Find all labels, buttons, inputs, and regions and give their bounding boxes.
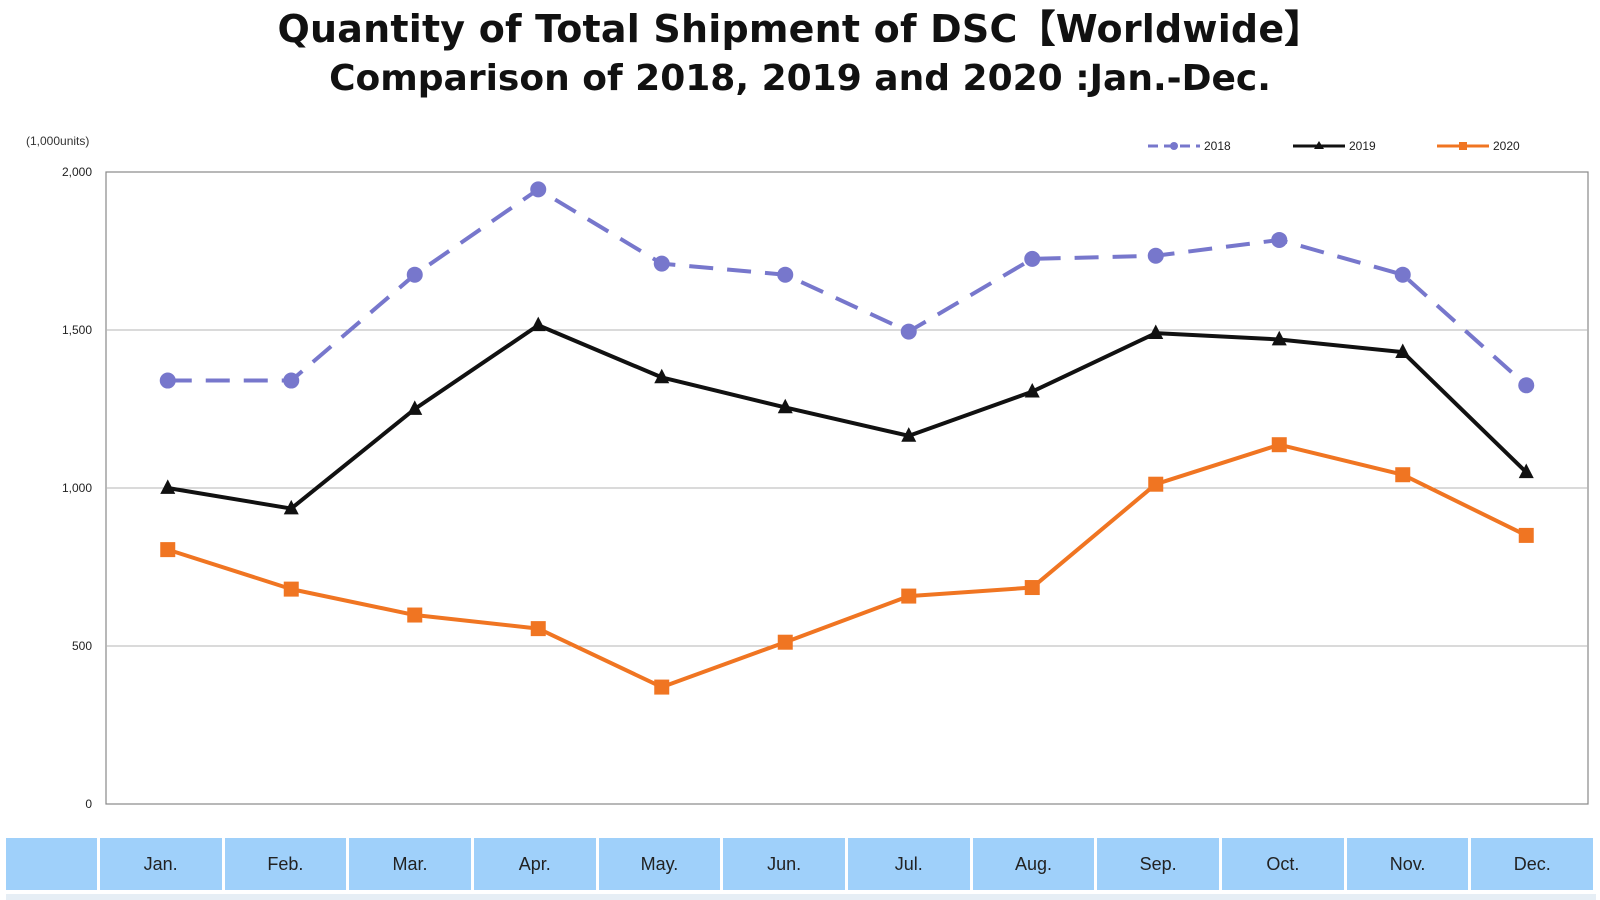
data-point-2019 bbox=[407, 400, 423, 415]
data-point-2019 bbox=[530, 316, 546, 332]
data-point-2020 bbox=[1271, 437, 1287, 453]
month-header-cell: Feb. bbox=[224, 838, 347, 890]
data-point-2018 bbox=[1394, 266, 1411, 283]
table-row-strip bbox=[6, 894, 1596, 900]
data-point-2020 bbox=[1395, 467, 1411, 483]
data-point-2019 bbox=[1395, 343, 1411, 358]
month-header-cell: Mar. bbox=[349, 838, 471, 890]
data-point-2020 bbox=[777, 634, 793, 650]
legend-marker-2019 bbox=[1314, 141, 1324, 149]
data-point-2019 bbox=[1024, 382, 1040, 398]
data-point-2019 bbox=[654, 368, 670, 384]
month-header-cell: May. bbox=[598, 838, 721, 890]
data-point-2020 bbox=[654, 679, 670, 695]
y-tick-label: 2,000 bbox=[62, 165, 92, 179]
month-header-cell: Nov. bbox=[1346, 838, 1469, 890]
month-header-cell: Oct. bbox=[1222, 838, 1344, 890]
legend-label-2018: 2018 bbox=[1204, 139, 1231, 153]
data-point-2019 bbox=[901, 427, 917, 442]
data-point-2018 bbox=[900, 323, 917, 340]
data-point-2019 bbox=[1148, 324, 1164, 340]
data-point-2018 bbox=[530, 181, 547, 198]
data-point-2020 bbox=[283, 581, 299, 597]
data-point-2019 bbox=[1518, 463, 1534, 479]
data-point-2018 bbox=[1024, 250, 1041, 267]
month-header-cell: Apr. bbox=[473, 838, 596, 890]
data-point-2019 bbox=[777, 398, 793, 414]
month-table: Jan. Feb. Mar. Apr. May. Jun. Jul. Aug. Sep. Oct.… bbox=[6, 838, 1596, 900]
chart-title: Quantity of Total Shipment of DSC【Worldw… bbox=[0, 4, 1600, 104]
y-tick-label: 500 bbox=[72, 639, 92, 653]
line-chart: 0 500 1,000 1,500 2,000 2018 2019 2020 bbox=[62, 139, 1589, 811]
legend-label-2019: 2019 bbox=[1349, 139, 1376, 153]
table-corner-cell bbox=[6, 838, 97, 890]
series-line-2019 bbox=[167, 323, 1528, 511]
y-tick-label: 0 bbox=[85, 797, 92, 811]
data-point-2018 bbox=[1147, 247, 1164, 264]
data-point-2018 bbox=[1271, 231, 1288, 248]
data-point-2019 bbox=[1271, 330, 1287, 346]
data-point-2019 bbox=[160, 479, 176, 494]
data-point-2020 bbox=[160, 542, 176, 558]
y-tick-label: 1,000 bbox=[62, 481, 92, 495]
data-point-2020 bbox=[1148, 476, 1164, 492]
data-point-2019 bbox=[283, 499, 299, 515]
data-point-2020 bbox=[407, 607, 423, 623]
y-axis-unit-label: (1,000units) bbox=[26, 134, 90, 148]
data-point-2018 bbox=[777, 266, 794, 283]
data-point-2020 bbox=[1518, 527, 1534, 543]
chart-title-line-2: Comparison of 2018, 2019 and 2020 :Jan.-… bbox=[329, 58, 1271, 99]
data-point-2018 bbox=[406, 266, 423, 283]
data-point-2018 bbox=[159, 372, 176, 389]
month-header-cell: Dec. bbox=[1471, 838, 1594, 890]
legend-marker-2018 bbox=[1170, 142, 1178, 150]
series-line-2020 bbox=[167, 442, 1528, 690]
month-header-cell: Sep. bbox=[1097, 838, 1220, 890]
series-line-2018 bbox=[167, 187, 1528, 387]
data-point-2020 bbox=[530, 621, 546, 637]
month-header-cell: Jul. bbox=[847, 838, 970, 890]
chart-title-line-1: Quantity of Total Shipment of DSC【Worldw… bbox=[277, 7, 1323, 51]
data-point-2018 bbox=[1518, 377, 1535, 394]
y-tick-label: 1,500 bbox=[62, 323, 92, 337]
data-point-2018 bbox=[653, 255, 670, 272]
month-header-cell: Jun. bbox=[723, 838, 845, 890]
month-header-cell: Jan. bbox=[99, 838, 222, 890]
data-point-2018 bbox=[283, 372, 300, 389]
data-point-2020 bbox=[1024, 580, 1040, 596]
legend-marker-2020 bbox=[1459, 142, 1467, 150]
month-header-cell: Aug. bbox=[972, 838, 1095, 890]
legend-label-2020: 2020 bbox=[1493, 139, 1520, 153]
data-point-2020 bbox=[901, 588, 917, 604]
